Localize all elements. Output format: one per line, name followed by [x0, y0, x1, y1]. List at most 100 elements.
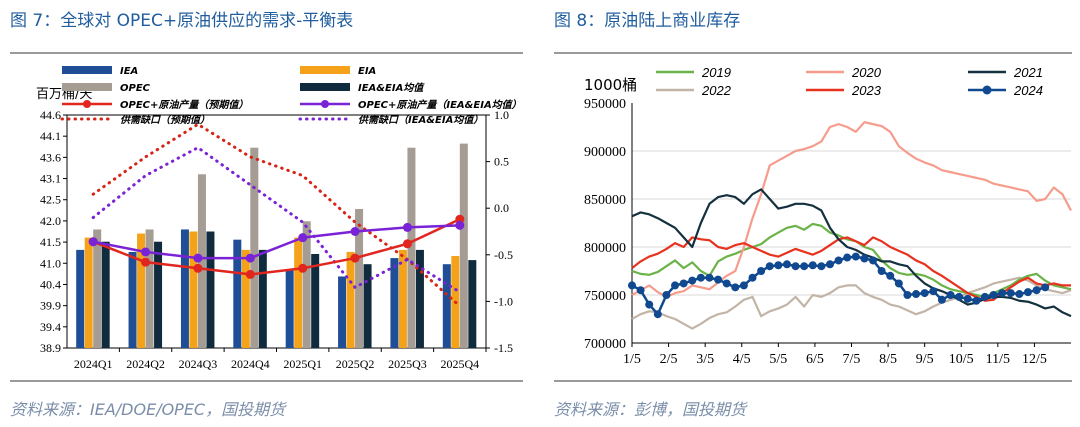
y-tick-label: 43.6: [40, 150, 61, 164]
x-tick-label: 2024Q4: [231, 357, 270, 371]
series-point-2024: [1041, 283, 1050, 292]
bar-iea-eia: [206, 231, 215, 348]
x-tick-label: 6/5: [806, 352, 824, 367]
series-point-2024: [628, 281, 636, 290]
y2-tick-label: 0.0: [494, 201, 509, 215]
series-point-2024: [851, 252, 860, 261]
x-tick-label: 2024Q3: [179, 357, 218, 371]
x-tick-label: 3/5: [696, 352, 714, 367]
y-tick-label: 40.4: [40, 277, 61, 291]
production-forecast-point: [245, 269, 255, 279]
y-tick-label: 800000: [584, 241, 626, 256]
series-point-2024: [808, 261, 817, 270]
production-avg-point: [402, 222, 412, 232]
production-forecast-point: [350, 253, 360, 263]
legend-swatch: [62, 66, 112, 74]
bar-iea-eia: [363, 264, 372, 348]
y-tick-label: 700000: [584, 337, 626, 352]
series-point-2024: [696, 273, 705, 282]
series-point-2024: [679, 279, 688, 288]
legend-label: 供需缺口（IEA&EIA均值）: [358, 114, 483, 126]
x-tick-label: 9/5: [916, 352, 934, 367]
figure-7-bottom-rule: [10, 380, 523, 382]
x-tick-label: 2025Q1: [283, 357, 322, 371]
series-point-2024: [886, 271, 895, 280]
legend-label-2022: 2022: [701, 83, 732, 98]
y2-tick-label: 0.5: [494, 155, 509, 169]
bar-iea: [442, 264, 451, 348]
series-point-2024: [688, 276, 697, 285]
series-point-2024: [1006, 289, 1015, 298]
bar-iea-eia: [154, 241, 163, 348]
x-tick-label: 5/5: [769, 352, 787, 367]
production-avg-point: [350, 227, 360, 236]
series-point-2024: [782, 260, 791, 269]
y-tick-label: 900000: [584, 145, 626, 160]
series-point-2024: [946, 291, 955, 299]
series-point-2024: [705, 273, 714, 282]
bar-iea-eia: [311, 253, 320, 348]
x-tick-label: 7/5: [843, 352, 861, 367]
y-tick-label: 44.6: [40, 108, 61, 122]
series-point-2024: [937, 295, 946, 304]
figure-8-bottom-rule: [554, 380, 1072, 382]
series-point-2024: [998, 289, 1007, 298]
production-forecast-point: [141, 257, 151, 267]
series-point-2024: [1023, 288, 1032, 297]
series-point-2024: [791, 262, 800, 271]
series-line-2021: [631, 188, 1072, 318]
series-point-2024: [645, 300, 654, 309]
legend-label-2024: 2024: [1013, 83, 1043, 98]
y-tick-label: 39.4: [40, 320, 61, 334]
legend-swatch-marker: [83, 100, 91, 108]
figure-8-top-rule: [554, 52, 1072, 54]
bar-iea: [233, 239, 242, 348]
bar-iea-eia: [101, 241, 110, 348]
legend-swatch: [300, 83, 350, 91]
production-avg-point: [245, 253, 255, 263]
figure-7-title: 图 7：全球对 OPEC+原油供应的需求-平衡表: [10, 11, 354, 31]
figure-8-title: 图 8：原油陆上商业库存: [554, 11, 741, 31]
series-point-2024: [877, 267, 886, 275]
y-tick-label: 850000: [584, 193, 626, 208]
series-point-2024: [980, 292, 989, 301]
y-tick-label: 42.5: [40, 193, 61, 207]
series-point-2024: [662, 291, 671, 299]
series-point-2024: [714, 275, 723, 284]
series-point-2024: [757, 267, 766, 275]
x-tick-label: 10/5: [949, 352, 974, 367]
x-tick-label: 2025Q3: [388, 357, 427, 371]
figure-8-source: 资料来源：彭博，国投期货: [554, 400, 747, 419]
series-point-2024: [817, 262, 826, 271]
bar-opec: [250, 147, 259, 348]
x-tick-label: 2/5: [660, 352, 678, 367]
bar-opec: [355, 209, 364, 348]
series-point-2024: [731, 283, 740, 292]
gap-avg-line: [91, 146, 462, 294]
series-point-2024: [800, 262, 809, 271]
figure-7-top-rule: [10, 52, 523, 54]
series-point-2024: [671, 281, 680, 290]
figure-7-panel: 图 7：全球对 OPEC+原油供应的需求-平衡表 百万桶/天 44.6 44.1 43…: [0, 0, 535, 427]
series-point-2024: [963, 294, 972, 303]
series-point-2024: [765, 262, 774, 271]
series-point-2024: [989, 291, 998, 299]
figure-8-chart: 950000 900000 850000 800000 750000 700000 1000…: [584, 65, 1072, 367]
production-avg-point: [88, 237, 98, 247]
series-point-2024: [834, 256, 843, 265]
x-tick-label: 1/5: [623, 352, 641, 367]
legend-label: IEA&EIA均值: [358, 82, 425, 94]
production-avg-line: [92, 224, 460, 260]
bar-eia: [398, 249, 407, 348]
legend-label: IEA: [120, 66, 138, 77]
series-point-2024: [653, 310, 662, 319]
y-axis-unit: 1000桶: [584, 76, 637, 94]
production-avg-point: [298, 233, 308, 243]
legend-label: OPEC+原油产量（预期值）: [120, 99, 248, 111]
series-point-2024: [955, 292, 964, 301]
y-tick-label: 44.1: [40, 129, 61, 143]
series-line-2020: [631, 121, 1072, 299]
bar-iea: [180, 229, 189, 348]
production-forecast-point: [193, 263, 203, 273]
legend-label-2021: 2021: [1013, 65, 1043, 80]
